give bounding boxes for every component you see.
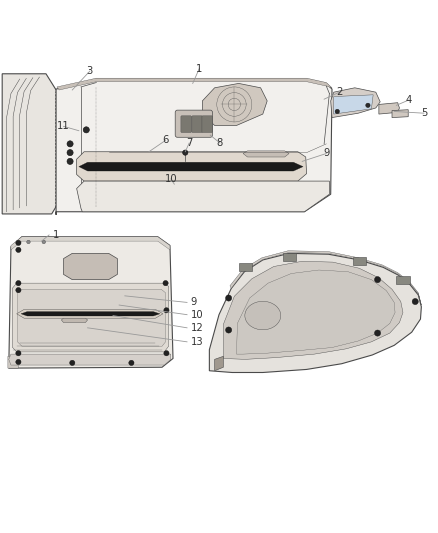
- Polygon shape: [243, 151, 289, 157]
- Circle shape: [27, 240, 30, 244]
- Circle shape: [70, 360, 75, 366]
- Circle shape: [374, 330, 381, 336]
- FancyBboxPatch shape: [181, 116, 191, 133]
- Polygon shape: [12, 283, 169, 352]
- Ellipse shape: [245, 301, 281, 330]
- Circle shape: [335, 109, 339, 114]
- Text: 13: 13: [191, 337, 203, 347]
- Polygon shape: [392, 110, 408, 118]
- Polygon shape: [230, 251, 421, 305]
- Circle shape: [16, 247, 21, 253]
- Circle shape: [226, 327, 232, 333]
- FancyBboxPatch shape: [202, 116, 212, 133]
- Circle shape: [226, 295, 232, 301]
- Text: 6: 6: [162, 135, 169, 146]
- Text: 11: 11: [57, 122, 70, 131]
- FancyBboxPatch shape: [283, 253, 296, 261]
- Polygon shape: [379, 103, 399, 114]
- Circle shape: [67, 141, 73, 147]
- Circle shape: [16, 359, 21, 365]
- Circle shape: [412, 298, 418, 304]
- Polygon shape: [61, 318, 88, 322]
- Circle shape: [83, 127, 89, 133]
- Text: 9: 9: [191, 297, 197, 308]
- Polygon shape: [331, 88, 380, 118]
- FancyBboxPatch shape: [175, 110, 212, 138]
- Circle shape: [374, 277, 381, 282]
- Text: 1: 1: [53, 230, 59, 240]
- Text: 3: 3: [87, 66, 93, 76]
- Circle shape: [164, 351, 169, 356]
- Circle shape: [42, 240, 46, 244]
- Circle shape: [163, 280, 168, 286]
- Circle shape: [183, 150, 188, 155]
- Text: 12: 12: [191, 323, 203, 333]
- Polygon shape: [202, 84, 267, 125]
- Polygon shape: [209, 253, 421, 373]
- Polygon shape: [334, 95, 373, 114]
- Circle shape: [16, 287, 21, 293]
- Polygon shape: [8, 356, 18, 368]
- Circle shape: [16, 240, 21, 246]
- Polygon shape: [9, 237, 173, 368]
- Polygon shape: [56, 79, 332, 215]
- Polygon shape: [64, 253, 117, 280]
- Polygon shape: [2, 74, 57, 214]
- Polygon shape: [77, 181, 329, 212]
- FancyBboxPatch shape: [396, 276, 410, 284]
- Circle shape: [67, 158, 73, 165]
- Polygon shape: [79, 162, 303, 171]
- Circle shape: [16, 280, 21, 286]
- Polygon shape: [77, 152, 307, 181]
- Polygon shape: [223, 261, 403, 359]
- FancyBboxPatch shape: [192, 116, 202, 133]
- FancyBboxPatch shape: [239, 263, 252, 271]
- Polygon shape: [18, 289, 166, 346]
- Circle shape: [366, 103, 370, 108]
- Text: 2: 2: [336, 87, 343, 97]
- Polygon shape: [215, 356, 223, 371]
- Text: 9: 9: [323, 149, 329, 158]
- Text: 5: 5: [421, 108, 427, 118]
- Polygon shape: [11, 237, 170, 250]
- Circle shape: [129, 360, 134, 366]
- Polygon shape: [9, 354, 171, 365]
- Polygon shape: [21, 312, 160, 316]
- Circle shape: [164, 308, 169, 313]
- Circle shape: [67, 150, 73, 156]
- Text: 8: 8: [217, 138, 223, 148]
- Text: 1: 1: [196, 63, 202, 74]
- Text: 7: 7: [186, 138, 192, 148]
- Polygon shape: [17, 310, 163, 318]
- Circle shape: [16, 351, 21, 356]
- Polygon shape: [57, 78, 332, 90]
- Polygon shape: [237, 270, 395, 354]
- Text: 10: 10: [191, 310, 203, 320]
- FancyBboxPatch shape: [353, 257, 366, 265]
- Text: 10: 10: [165, 174, 177, 184]
- Text: 4: 4: [406, 95, 412, 105]
